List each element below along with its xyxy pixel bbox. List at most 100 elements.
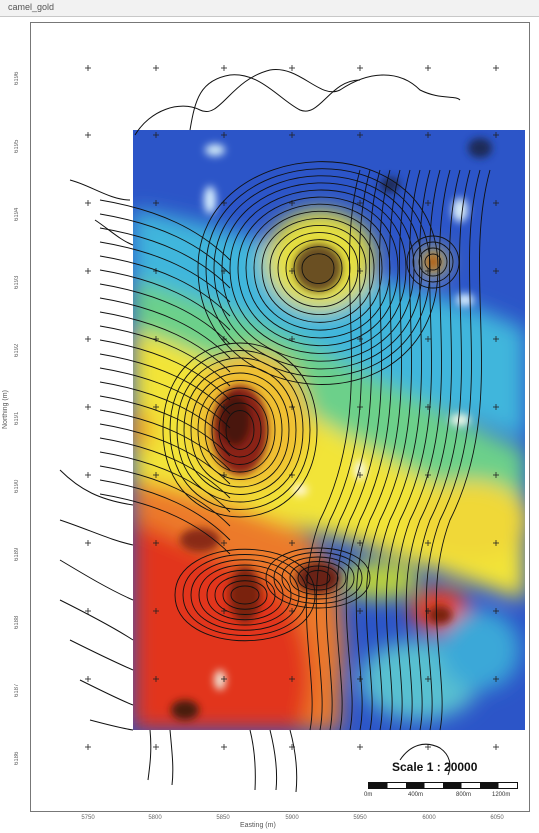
- contour-line: [395, 169, 451, 731]
- contour-line: [415, 169, 471, 731]
- contour-line: [99, 493, 231, 555]
- y-tick-label: 6192: [14, 343, 20, 357]
- contour-line: [355, 169, 411, 731]
- contour-line: [99, 395, 231, 457]
- contour-line: [99, 269, 231, 331]
- y-tick-label: 6191: [14, 411, 20, 425]
- scale-bar: [368, 782, 518, 789]
- contour-line: [99, 255, 231, 317]
- contour-line: [281, 556, 355, 600]
- y-tick-label: 6190: [14, 479, 20, 493]
- contour-line: [99, 325, 231, 387]
- contour-line: [99, 241, 231, 303]
- anomaly-raster: [133, 130, 525, 730]
- scale-label-0: 0m: [364, 792, 373, 798]
- x-axis-title: Easting (m): [240, 822, 276, 829]
- scale-label-2: 800m: [456, 792, 472, 798]
- contour-line: [315, 169, 371, 731]
- contour-line: [253, 210, 383, 331]
- scale-text: Scale 1 : 20000: [392, 760, 478, 774]
- contour-line: [99, 213, 231, 275]
- contour-line: [261, 217, 375, 323]
- y-tick-label: 6189: [14, 547, 20, 561]
- y-tick-label: 6193: [14, 275, 20, 289]
- scale-label-3: 1200m: [492, 792, 511, 798]
- contour-line: [99, 437, 231, 499]
- contour-line: [305, 169, 361, 731]
- contour-line: [214, 575, 276, 615]
- contour-line: [222, 580, 268, 610]
- contour-line: [99, 423, 231, 485]
- contour-line: [385, 169, 441, 731]
- x-tick-label: 5800: [148, 815, 162, 821]
- contour-line: [375, 169, 431, 731]
- window-titlebar: camel_gold: [0, 0, 539, 17]
- contour-line: [182, 554, 308, 636]
- contour-line: [406, 235, 460, 289]
- station-grid: [85, 65, 499, 750]
- contour-line: [162, 342, 318, 518]
- contour-line: [99, 297, 231, 359]
- y-tick-label: 6186: [14, 751, 20, 765]
- contour-line: [418, 247, 448, 277]
- x-tick-label: 5850: [216, 815, 230, 821]
- contour-line: [425, 169, 481, 731]
- contour-line: [289, 561, 347, 595]
- contour-line: [293, 246, 343, 292]
- contour-line: [265, 547, 371, 609]
- contour-line: [204, 387, 276, 473]
- contour-line: [237, 196, 399, 347]
- contour-line: [169, 350, 311, 510]
- y-tick-label: 6196: [14, 71, 20, 85]
- contour-line: [365, 169, 421, 731]
- contour-line: [99, 283, 231, 345]
- contour-line: [99, 409, 231, 471]
- scale-bar-box: Scale 1 : 20000 0m 400m 800m 1200m: [360, 756, 520, 804]
- contour-line: [99, 199, 231, 261]
- contour-line: [424, 253, 442, 271]
- contour-line: [198, 564, 292, 626]
- contour-line: [345, 169, 401, 731]
- contour-line: [225, 410, 255, 450]
- contour-line: [99, 227, 231, 289]
- contour-line: [305, 570, 331, 586]
- contour-line: [99, 367, 231, 429]
- contour-line: [174, 548, 316, 642]
- contour-line: [273, 552, 363, 604]
- x-tick-label: 5900: [285, 815, 299, 821]
- contour-line: [435, 169, 491, 731]
- contour-line: [183, 365, 297, 495]
- x-tick-label: 6050: [490, 815, 504, 821]
- map-frame: [30, 22, 530, 812]
- window-title: camel_gold: [8, 2, 55, 12]
- y-tick-label: 6187: [14, 683, 20, 697]
- contour-line: [99, 451, 231, 513]
- scale-label-1: 400m: [408, 792, 424, 798]
- contour-line: [99, 465, 231, 527]
- x-tick-label: 6000: [422, 815, 436, 821]
- contour-line: [269, 225, 367, 315]
- contour-line: [99, 311, 231, 373]
- contour-line: [285, 239, 351, 300]
- contour-line: [405, 169, 461, 731]
- y-tick-label: 6194: [14, 207, 20, 221]
- contour-line: [335, 169, 391, 731]
- contour-line: [99, 479, 231, 541]
- outer-contours: [59, 69, 461, 793]
- contour-lines: [99, 161, 491, 731]
- x-tick-label: 5750: [81, 815, 95, 821]
- contour-line: [190, 372, 290, 488]
- contour-line: [211, 395, 269, 465]
- contour-line: [245, 203, 391, 339]
- contour-line: [99, 339, 231, 401]
- contour-line: [190, 559, 300, 631]
- contour-line: [230, 585, 260, 605]
- contour-line: [229, 189, 407, 354]
- contour-line: [301, 253, 335, 284]
- x-tick-label: 5950: [353, 815, 367, 821]
- contour-line: [99, 353, 231, 415]
- contour-line: [206, 569, 284, 621]
- contour-line: [99, 381, 231, 443]
- y-tick-label: 6195: [14, 139, 20, 153]
